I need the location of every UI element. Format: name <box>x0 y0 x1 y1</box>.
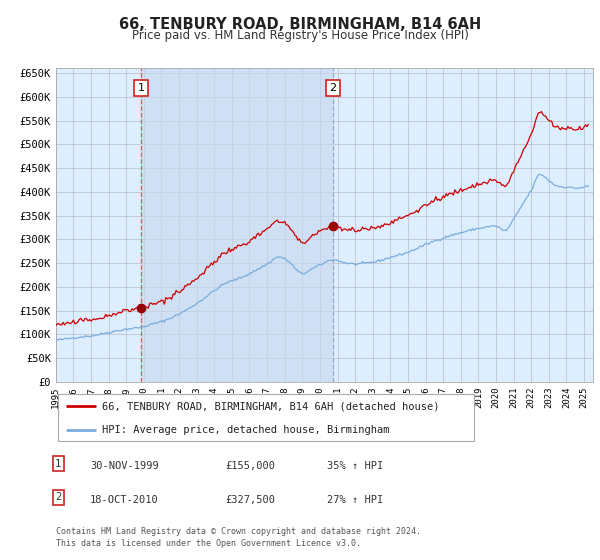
Text: 66, TENBURY ROAD, BIRMINGHAM, B14 6AH: 66, TENBURY ROAD, BIRMINGHAM, B14 6AH <box>119 17 481 32</box>
Text: 35% ↑ HPI: 35% ↑ HPI <box>327 461 383 471</box>
Text: 1: 1 <box>55 459 61 469</box>
Text: 27% ↑ HPI: 27% ↑ HPI <box>327 494 383 505</box>
Text: HPI: Average price, detached house, Birmingham: HPI: Average price, detached house, Birm… <box>102 425 389 435</box>
Text: Price paid vs. HM Land Registry's House Price Index (HPI): Price paid vs. HM Land Registry's House … <box>131 29 469 42</box>
Text: 18-OCT-2010: 18-OCT-2010 <box>90 494 159 505</box>
Text: 30-NOV-1999: 30-NOV-1999 <box>90 461 159 471</box>
Text: 2: 2 <box>55 492 61 502</box>
FancyBboxPatch shape <box>58 394 474 441</box>
Text: 66, TENBURY ROAD, BIRMINGHAM, B14 6AH (detached house): 66, TENBURY ROAD, BIRMINGHAM, B14 6AH (d… <box>102 401 439 411</box>
Text: Contains HM Land Registry data © Crown copyright and database right 2024.
This d: Contains HM Land Registry data © Crown c… <box>56 527 421 548</box>
Text: £327,500: £327,500 <box>225 494 275 505</box>
Text: £155,000: £155,000 <box>225 461 275 471</box>
Bar <box>141 68 333 382</box>
Text: 1: 1 <box>137 83 145 94</box>
Text: 2: 2 <box>329 83 337 94</box>
